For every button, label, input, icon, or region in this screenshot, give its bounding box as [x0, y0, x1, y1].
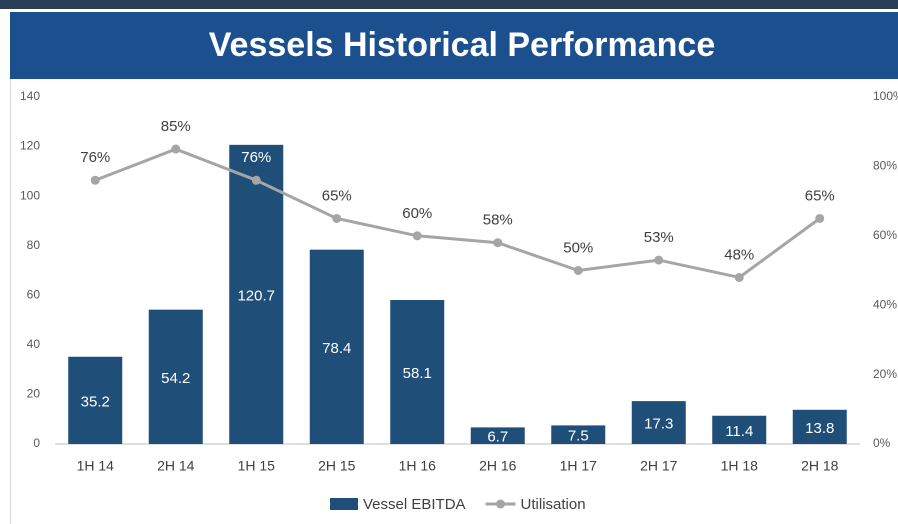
y2-tick-label: 40%: [873, 297, 897, 311]
x-tick-label: 2H 16: [479, 458, 517, 474]
line-marker: [171, 145, 180, 154]
y-tick-label: 20: [27, 387, 41, 401]
bar-value-label: 11.4: [725, 423, 753, 440]
x-tick-label: 1H 17: [560, 458, 598, 474]
y-tick-label: 120: [20, 139, 40, 153]
line-marker: [493, 238, 502, 247]
legend-label: Vessel EBITDA: [363, 496, 466, 513]
x-tick-label: 1H 16: [399, 458, 437, 474]
line-marker: [413, 231, 422, 240]
bar-value-label: 17.3: [644, 416, 673, 433]
y2-tick-label: 20%: [873, 367, 897, 381]
bar-value-label: 54.2: [161, 370, 190, 387]
bar-value-label: 6.7: [487, 429, 508, 446]
chart-title: Vessels Historical Performance: [209, 26, 716, 64]
x-tick-label: 2H 15: [318, 458, 356, 474]
line-value-label: 65%: [805, 187, 835, 204]
legend-label: Utilisation: [521, 496, 586, 513]
bar-value-label: 13.8: [805, 420, 834, 437]
line-value-label: 53%: [644, 229, 674, 246]
line-value-label: 60%: [402, 205, 432, 222]
y-tick-label: 100: [20, 188, 40, 202]
line-marker: [91, 176, 100, 185]
legend-swatch: [496, 500, 505, 509]
y2-tick-label: 80%: [873, 159, 897, 173]
line: [95, 149, 820, 277]
y-tick-label: 140: [20, 89, 40, 103]
x-tick-label: 2H 14: [157, 458, 195, 474]
bar-value-label: 78.4: [322, 340, 351, 357]
y2-tick-label: 60%: [873, 228, 897, 242]
line-value-label: 76%: [241, 149, 271, 166]
bar-value-label: 35.2: [81, 393, 110, 410]
y-tick-label: 60: [27, 287, 41, 301]
legend-swatch: [330, 498, 358, 510]
line-marker: [654, 256, 663, 265]
line-value-label: 50%: [563, 239, 593, 256]
line-marker: [574, 266, 583, 275]
chart: Vessels Historical Performance 0 20 40 60 80…: [0, 0, 898, 524]
x-tick-label: 2H 17: [640, 458, 678, 474]
bar-value-label: 120.7: [237, 287, 275, 304]
line-marker: [735, 273, 744, 282]
line-value-label: 65%: [322, 187, 352, 204]
line-value-label: 85%: [161, 118, 191, 135]
top-strip: [0, 0, 898, 9]
line-marker: [252, 176, 261, 185]
bar-value-label: 7.5: [568, 428, 589, 445]
line-marker: [815, 214, 824, 223]
x-tick-label: 1H 18: [721, 458, 759, 474]
x-tick-label: 1H 15: [238, 458, 276, 474]
line-marker: [332, 214, 341, 223]
y-tick-label: 0: [33, 436, 40, 450]
y-tick-label: 80: [27, 238, 41, 252]
line-value-label: 48%: [724, 246, 754, 263]
line-value-label: 76%: [80, 149, 110, 166]
x-tick-label: 1H 14: [77, 458, 115, 474]
bar-value-label: 58.1: [403, 365, 432, 382]
y2-tick-label: 0%: [873, 436, 891, 450]
line-value-label: 58%: [483, 212, 513, 229]
y2-tick-label: 100%: [873, 89, 898, 103]
y-tick-label: 40: [27, 337, 41, 351]
x-tick-label: 2H 18: [801, 458, 839, 474]
